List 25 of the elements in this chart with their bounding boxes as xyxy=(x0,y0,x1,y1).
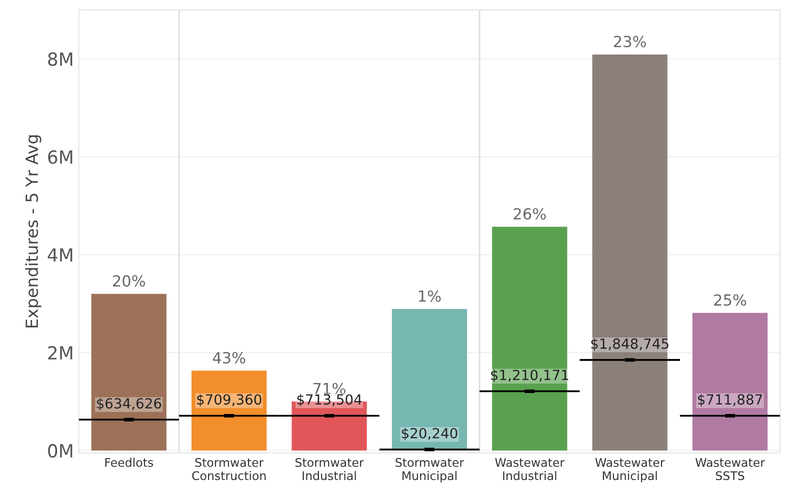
y-tick-label: 8M xyxy=(48,52,72,66)
x-tick-label: Wastewater Industrial xyxy=(495,458,565,480)
y-tick-label: 0M xyxy=(48,444,72,458)
x-tick-label: Feedlots xyxy=(105,458,154,467)
annotation: $709,360 xyxy=(197,394,262,407)
y-axis-title: Expenditures - 5 Yr Avg xyxy=(25,135,42,328)
annotation: 71% xyxy=(314,382,346,394)
y-tick-label: 6M xyxy=(48,150,72,164)
annotation: 25% xyxy=(714,294,746,306)
annotation: $634,626 xyxy=(96,398,162,410)
y-tick-label: 2M xyxy=(48,346,72,360)
x-tick-label: Stormwater Construction xyxy=(192,458,266,480)
x-tick-label: Wastewater SSTS xyxy=(696,458,765,480)
annotation: $711,887 xyxy=(698,394,762,407)
annotation: $713,504 xyxy=(297,394,362,407)
x-tick-label: Stormwater Industrial xyxy=(295,458,364,480)
annotation: 43% xyxy=(212,352,246,364)
annotation: 23% xyxy=(614,36,646,48)
y-tick-label: 4M xyxy=(48,248,72,262)
annotation: 20% xyxy=(113,275,146,287)
annotation: $20,240 xyxy=(402,428,458,440)
annotation: 1% xyxy=(419,290,441,302)
x-tick-label: Stormwater Municipal xyxy=(396,458,464,482)
x-tick-label: Wastewater Municipal xyxy=(595,458,665,482)
annotation: 26% xyxy=(514,208,546,220)
